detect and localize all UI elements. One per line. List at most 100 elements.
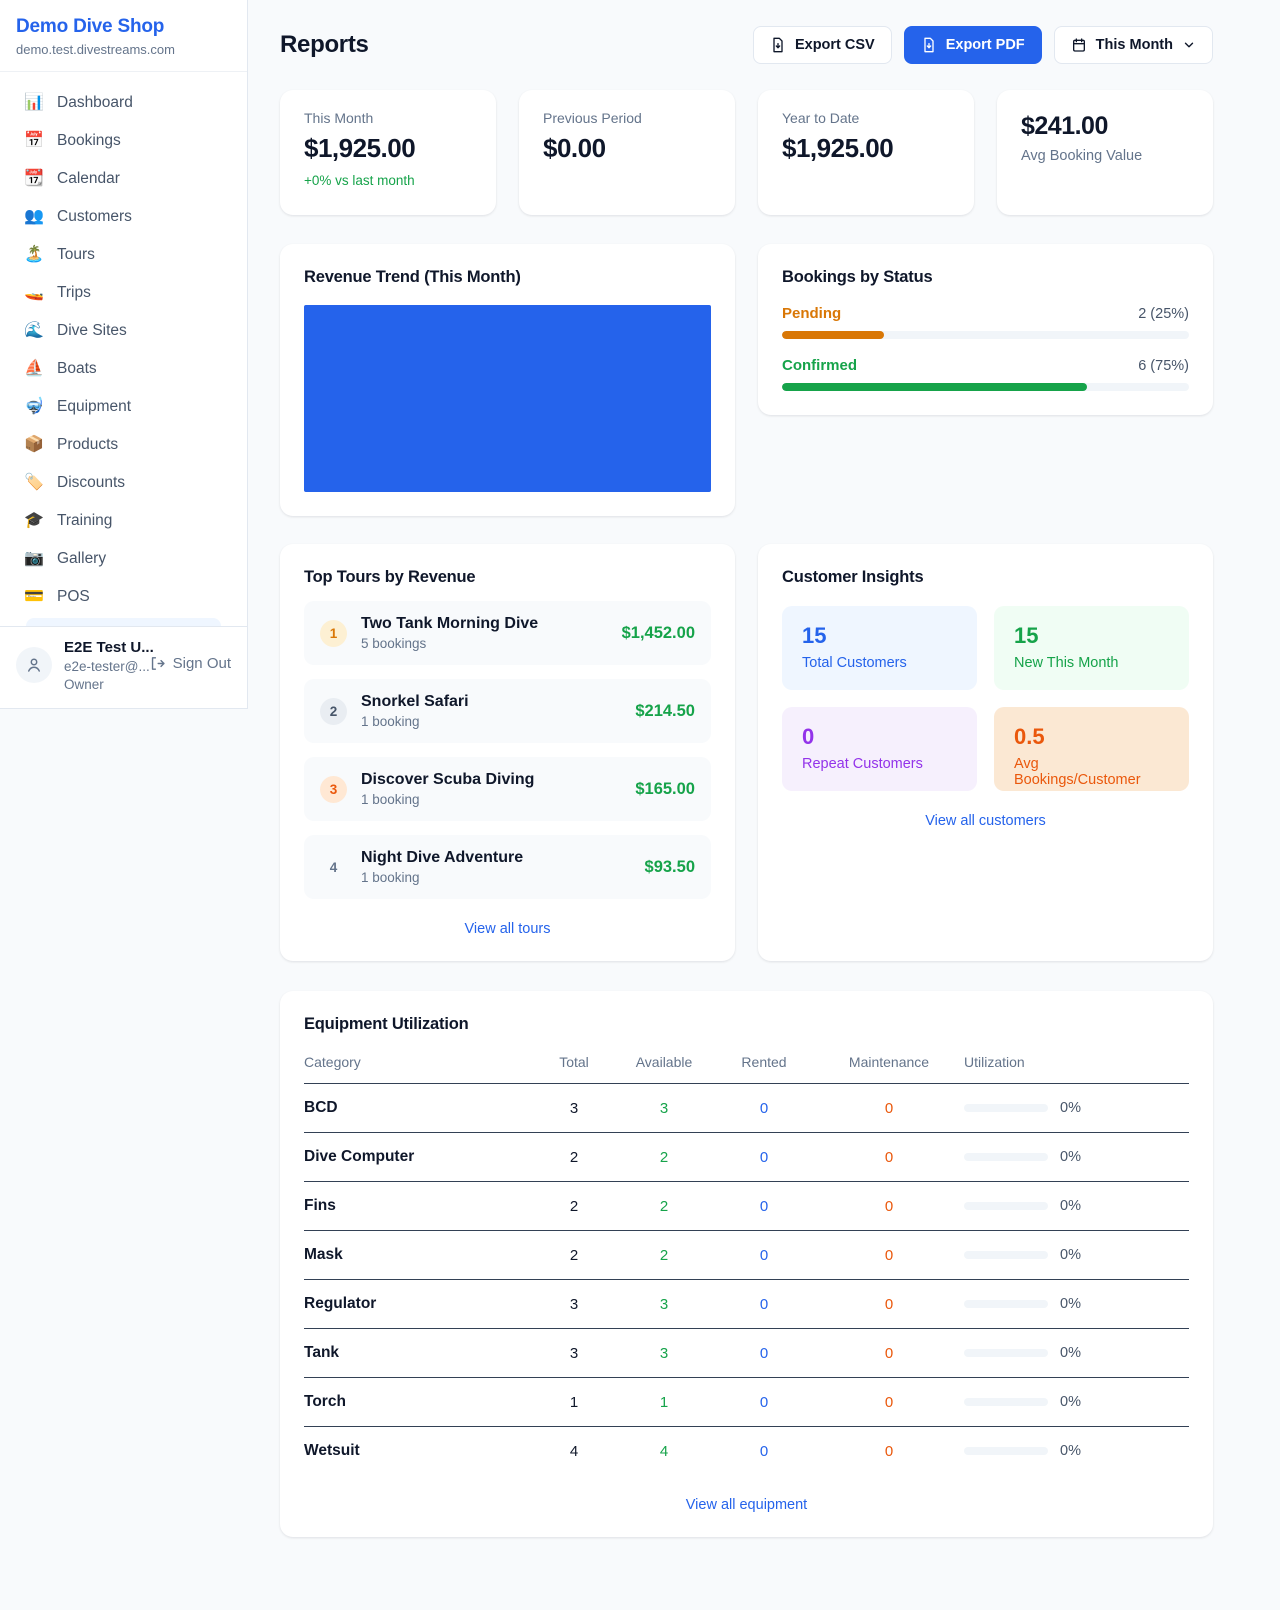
sidebar-item-label: Boats: [57, 360, 97, 377]
bookings-by-status-card: Bookings by Status Pending 2 (25%) Confi…: [758, 244, 1213, 415]
sidebar-item-products[interactable]: 📦 Products: [12, 426, 235, 464]
sidebar-item-gallery[interactable]: 📷 Gallery: [12, 540, 235, 578]
sidebar-item-trips[interactable]: 🚤 Trips: [12, 274, 235, 312]
charts-row: Revenue Trend (This Month) Bookings by S…: [280, 244, 1213, 516]
sidebar-item-dive-sites[interactable]: 🌊 Dive Sites: [12, 312, 235, 350]
cell-category: Tank: [304, 1328, 534, 1378]
cell-total: 3: [534, 1083, 614, 1133]
logout-icon: [151, 657, 165, 670]
tour-row: 1 Two Tank Morning Dive 5 bookings $1,45…: [304, 601, 711, 665]
avatar: [16, 647, 52, 683]
sailboat-icon: ⛵: [24, 360, 44, 377]
table-row: BCD 3 3 0 0 0%: [304, 1083, 1189, 1133]
cell-rented: 0: [714, 1132, 814, 1182]
cell-category: Regulator: [304, 1279, 534, 1329]
period-dropdown[interactable]: This Month: [1053, 26, 1213, 64]
utilization-track: [964, 1398, 1048, 1406]
user-info: E2E Test U... e2e-tester@... Owner: [64, 639, 154, 692]
view-all-customers-link[interactable]: View all customers: [925, 813, 1046, 829]
top-tours-card: Top Tours by Revenue 1 Two Tank Morning …: [280, 544, 735, 961]
cell-utilization: 0%: [964, 1132, 1189, 1182]
tile-label: Repeat Customers: [802, 756, 923, 772]
sidebar-item-pos[interactable]: 💳 POS: [12, 578, 235, 616]
utilization-track: [964, 1300, 1048, 1308]
cell-total: 2: [534, 1230, 614, 1280]
sidebar-item-training[interactable]: 🎓 Training: [12, 502, 235, 540]
sidebar-item-discounts[interactable]: 🏷️ Discounts: [12, 464, 235, 502]
sidebar-item-reports-active-partial[interactable]: [26, 618, 221, 626]
top-tours-title: Top Tours by Revenue: [304, 568, 476, 586]
diving-mask-icon: 🤿: [24, 398, 44, 415]
cell-available: 3: [614, 1083, 714, 1133]
column-header-available: Available: [614, 1054, 714, 1084]
cell-rented: 0: [714, 1230, 814, 1280]
cell-total: 2: [534, 1132, 614, 1182]
sidebar-item-label: Bookings: [57, 132, 121, 149]
camera-icon: 📷: [24, 550, 44, 567]
cell-rented: 0: [714, 1181, 814, 1231]
utilization-pct: 0%: [1060, 1100, 1081, 1116]
cell-rented: 0: [714, 1083, 814, 1133]
tour-bookings: 1 booking: [361, 792, 420, 807]
sidebar-item-label: Tours: [57, 246, 95, 263]
view-all-equipment-link[interactable]: View all equipment: [685, 1497, 808, 1513]
tour-name: Discover Scuba Diving: [361, 771, 535, 788]
view-all-tours-link[interactable]: View all tours: [464, 921, 551, 937]
progress-track: [782, 383, 1189, 391]
tour-bookings: 5 bookings: [361, 636, 427, 651]
status-row-pending: Pending 2 (25%): [782, 305, 1189, 339]
tour-name: Night Dive Adventure: [361, 849, 524, 866]
sidebar-item-tours[interactable]: 🏝️ Tours: [12, 236, 235, 274]
sign-out-button[interactable]: Sign Out: [149, 655, 231, 672]
sidebar-item-boats[interactable]: ⛵ Boats: [12, 350, 235, 388]
stat-label: Previous Period: [543, 110, 642, 126]
cell-rented: 0: [714, 1328, 814, 1378]
cell-available: 4: [659, 1442, 669, 1460]
tour-bookings: 1 booking: [361, 714, 420, 729]
cell-maintenance: 0: [814, 1181, 964, 1231]
cell-category: Mask: [304, 1230, 534, 1280]
sidebar-item-bookings[interactable]: 📅 Bookings: [12, 122, 235, 160]
cell-available: 2: [614, 1230, 714, 1280]
export-pdf-label: Export PDF: [945, 37, 1025, 53]
tile-new-this-month: 15 New This Month: [994, 606, 1189, 690]
sidebar-item-customers[interactable]: 👥 Customers: [12, 198, 235, 236]
cell-category: Dive Computer: [304, 1132, 534, 1182]
cell-category: Torch: [304, 1377, 534, 1427]
sidebar-item-label: Products: [57, 436, 119, 453]
tile-label: Avg Bookings/Customer: [1014, 756, 1141, 788]
tag-icon: 🏷️: [24, 474, 44, 491]
sidebar-item-dashboard[interactable]: 📊 Dashboard: [12, 84, 235, 122]
brand-block[interactable]: Demo Dive Shop demo.test.divestreams.com: [0, 0, 247, 72]
cell-utilization: 0%: [964, 1181, 1189, 1231]
cell-utilization: 0%: [964, 1230, 1189, 1280]
sidebar-item-calendar[interactable]: 📆 Calendar: [12, 160, 235, 198]
cell-utilization: 0%: [964, 1279, 1189, 1329]
tile-value: 15: [802, 623, 827, 648]
export-pdf-button[interactable]: Export PDF: [903, 26, 1042, 64]
people-icon: 👥: [24, 208, 44, 225]
stat-value: $1,925.00: [304, 133, 416, 163]
cell-rented: 0: [714, 1279, 814, 1329]
status-count: 6 (75%): [1138, 358, 1189, 374]
cell-rented: 0: [714, 1377, 814, 1427]
sidebar-item-label: Discounts: [57, 474, 126, 491]
export-csv-button[interactable]: Export CSV: [752, 26, 892, 64]
column-header-category: Category: [304, 1054, 534, 1084]
sidebar-item-label: Dashboard: [57, 94, 133, 111]
status-label: Pending: [782, 305, 842, 322]
stat-value: $1,925.00: [782, 133, 894, 163]
revenue-trend-card: Revenue Trend (This Month): [280, 244, 735, 516]
sidebar-item-equipment[interactable]: 🤿 Equipment: [12, 388, 235, 426]
tour-bookings: 1 booking: [361, 870, 420, 885]
tile-repeat-customers: 0 Repeat Customers: [782, 707, 977, 791]
cell-rented: 0: [759, 1442, 769, 1460]
tour-amount: $1,452.00: [621, 623, 695, 642]
bar-chart-icon: 📊: [24, 94, 44, 111]
brand-domain: demo.test.divestreams.com: [16, 42, 175, 57]
brand-name[interactable]: Demo Dive Shop: [16, 16, 165, 37]
tile-avg-bookings-customer: 0.5 Avg Bookings/Customer: [994, 707, 1189, 791]
cell-maintenance: 0: [814, 1377, 964, 1427]
stats-row: This Month $1,925.00 +0% vs last month P…: [280, 90, 1213, 215]
cell-maintenance: 0: [884, 1442, 894, 1460]
